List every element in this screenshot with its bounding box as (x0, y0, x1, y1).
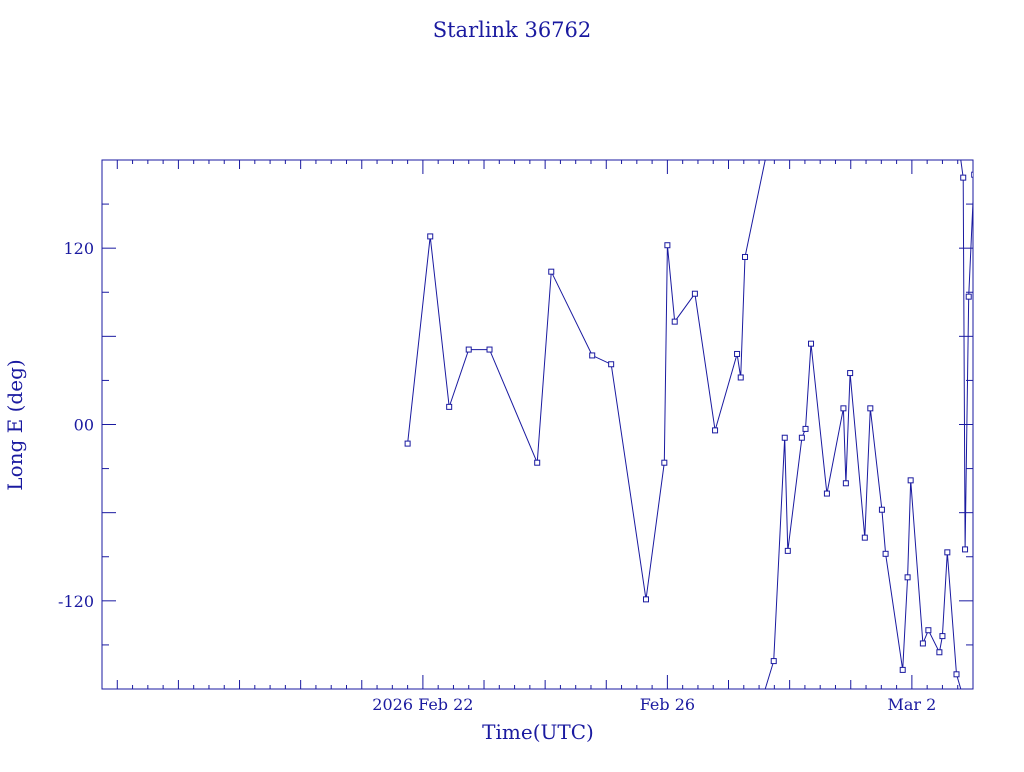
data-point (742, 253, 749, 260)
data-point (548, 268, 555, 275)
plot-frame (101, 159, 974, 690)
data-point (904, 574, 911, 581)
x-axis-label: Time(UTC) (482, 720, 594, 744)
data-point (712, 427, 719, 434)
data-point (925, 627, 932, 634)
x-tick-label: Mar 2 (887, 695, 936, 714)
data-point (808, 340, 815, 347)
data-point (589, 352, 596, 359)
data-point (847, 370, 854, 377)
data-point (861, 534, 868, 541)
data-point (661, 459, 668, 466)
data-point (534, 459, 541, 466)
series-layer (404, 160, 973, 689)
data-point (691, 290, 698, 297)
series-line-1 (764, 343, 962, 689)
data-point (939, 633, 946, 640)
data-point (899, 666, 906, 673)
data-point (878, 506, 885, 513)
data-point (404, 440, 411, 447)
data-point (734, 350, 741, 357)
data-point (486, 346, 493, 353)
data-point (907, 477, 914, 484)
data-point (882, 550, 889, 557)
data-point (971, 171, 973, 178)
x-tick-label: Feb 26 (640, 695, 695, 714)
x-tick-label: 2026 Feb 22 (372, 695, 473, 714)
data-point (953, 671, 960, 678)
data-point (919, 640, 926, 647)
data-point (642, 596, 649, 603)
data-point (965, 293, 972, 300)
data-point (960, 174, 967, 181)
y-tick-label: 120 (63, 239, 94, 258)
data-point (842, 480, 849, 487)
data-point (446, 403, 453, 410)
y-tick-label: -120 (58, 592, 94, 611)
data-point (823, 490, 830, 497)
y-axis-label: Long E (deg) (3, 359, 27, 490)
ticks-layer (101, 160, 974, 689)
data-point (867, 405, 874, 412)
data-point (781, 434, 788, 441)
series-line-2 (960, 160, 973, 550)
chart-title: Starlink 36762 (433, 18, 592, 42)
data-point (737, 374, 744, 381)
data-point (840, 405, 847, 412)
data-point (664, 242, 671, 249)
data-point (962, 546, 969, 553)
data-point (608, 361, 615, 368)
data-point (427, 233, 434, 240)
data-point (798, 434, 805, 441)
y-tick-label: 00 (74, 416, 94, 435)
data-point (465, 346, 472, 353)
data-point (944, 549, 951, 556)
data-point (936, 649, 943, 656)
series-line-0 (407, 160, 766, 600)
data-point (802, 425, 809, 432)
data-point (784, 547, 791, 554)
tick-labels-layer: 120 00 -120 2026 Feb 22 Feb 26 Mar 2 (58, 239, 936, 714)
data-point (770, 658, 777, 665)
data-point (671, 318, 678, 325)
